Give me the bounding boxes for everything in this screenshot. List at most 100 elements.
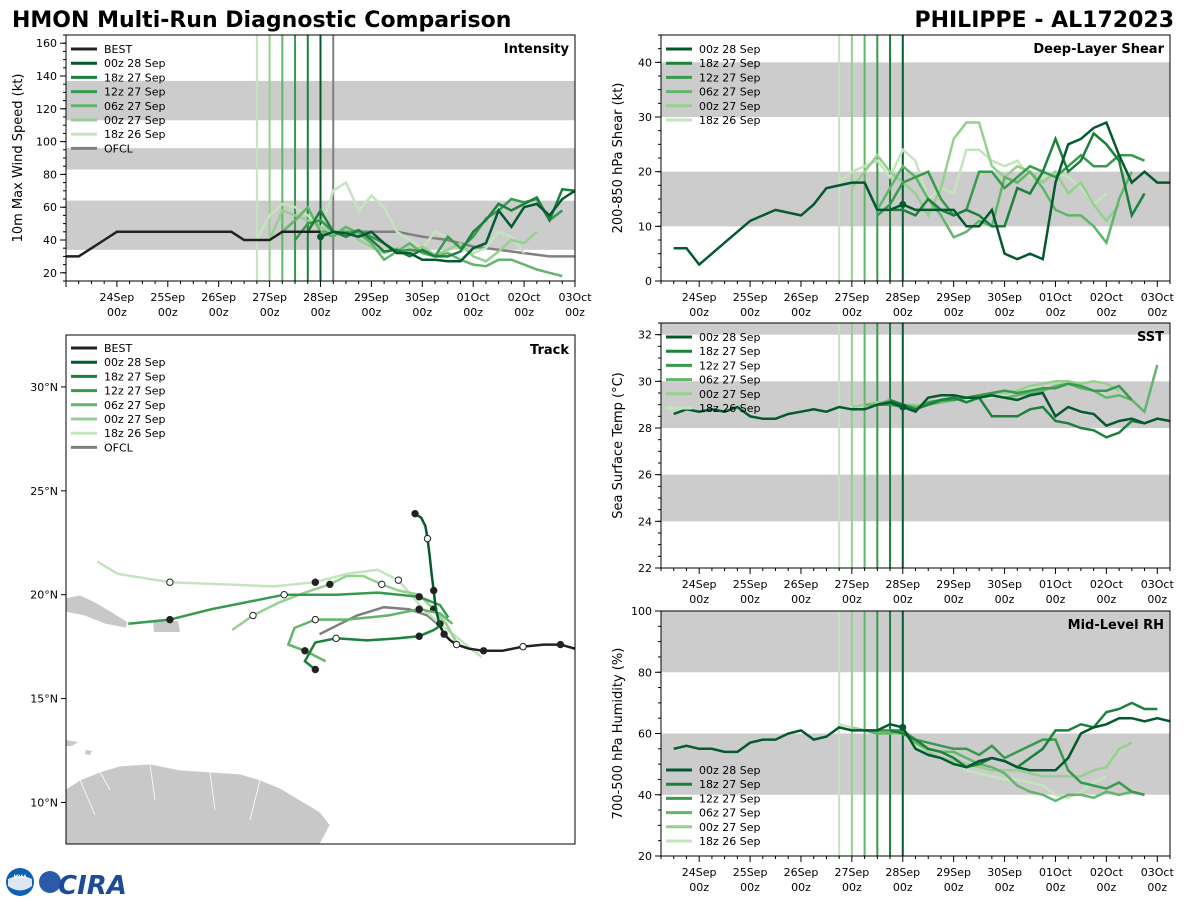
intensity-x-tick-label: 00z: [412, 306, 432, 319]
track-run-line-1: [303, 624, 441, 671]
sst-x-tick-label: 29Sep: [936, 578, 971, 591]
rh-title: Mid-Level RH: [1068, 618, 1164, 633]
intensity-y-tick-label: 160: [36, 37, 57, 50]
rh-x-tick-label: 00z: [740, 881, 760, 894]
sst-legend-label: 18z 27 Sep: [699, 345, 761, 358]
figure-title: HMON Multi-Run Diagnostic Comparison: [12, 8, 511, 33]
track-point: [280, 590, 288, 599]
islands-land: [66, 740, 92, 755]
rh-plot-area: [661, 611, 1170, 856]
rh-y-tick-label: 40: [638, 789, 652, 802]
intensity-x-tick-label: 30Sep: [405, 291, 440, 304]
track-title: Track: [530, 343, 569, 358]
cira-globe-icon: [39, 871, 61, 893]
shear-x-axis: 24Sep 00z 25Sep 00z 26Sep 00z 27Sep 00z 28Sep 00z…: [660, 281, 1174, 319]
intensity-run-line-5: [255, 180, 526, 255]
intensity-run-line-3: [281, 205, 563, 278]
track-point: [166, 578, 174, 586]
track-lat-label: 30°N: [30, 381, 58, 394]
shear-x-tick-label: 00z: [893, 306, 913, 319]
intensity-panel: 24Sep 00z 25Sep 00z 26Sep 00z 27Sep 00z 28Sep 00z…: [11, 34, 592, 319]
track-point: [415, 593, 423, 601]
track-point: [415, 632, 423, 640]
rh-x-axis: 24Sep 00z 25Sep 00z 26Sep 00z 27Sep 00z 28Sep 00z…: [660, 856, 1175, 894]
track-best-line: [438, 625, 575, 653]
intensity-legend-label: 06z 27 Sep: [104, 100, 166, 113]
rh-x-tick-label: 00z: [689, 881, 709, 894]
sst-y-tick-label: 28: [638, 422, 652, 435]
shear-y-axis: 0 10 20 30 40: [638, 34, 661, 288]
rh-x-tick-label: 26Sep: [784, 866, 819, 879]
intensity-x-tick-label: 00z: [565, 306, 585, 319]
track-legend-label: 18z 27 Sep: [104, 370, 166, 383]
shear-band-0: [661, 171, 1170, 227]
rh-run-line-1: [889, 701, 1158, 769]
shear-y-tick-label: 0: [645, 275, 652, 288]
intensity-x-tick-label: 00z: [514, 306, 534, 319]
sst-run-line-3: [864, 364, 1159, 415]
sst-legend-label: 12z 27 Sep: [699, 359, 761, 372]
shear-x-tick-label: 28Sep: [885, 291, 920, 304]
shear-x-tick-label: 00z: [1147, 306, 1167, 319]
intensity-y-tick-label: 80: [43, 168, 57, 181]
sst-x-tick-label: 27Sep: [835, 578, 870, 591]
track-best-point: [479, 647, 488, 655]
shear-x-tick-label: 27Sep: [835, 291, 870, 304]
rh-x-tick-label: 00z: [1046, 881, 1066, 894]
track-lat-label: 25°N: [30, 485, 58, 498]
intensity-y-tick-label: 120: [36, 103, 57, 116]
shear-x-tick-label: 02Oct: [1090, 291, 1124, 304]
sst-legend-label: 06z 27 Sep: [699, 374, 761, 387]
sst-x-tick-label: 26Sep: [784, 578, 819, 591]
track-point: [166, 615, 174, 624]
intensity-x-tick-label: 03Oct: [558, 291, 592, 304]
track-legend-label: 00z 28 Sep: [104, 356, 166, 369]
shear-run-line-0: [673, 120, 1170, 267]
sst-x-tick-label: 24Sep: [682, 578, 717, 591]
track-legend-label: 12z 27 Sep: [104, 385, 166, 398]
rh-x-tick-label: 00z: [1096, 881, 1116, 894]
shear-x-tick-label: 00z: [689, 306, 709, 319]
sst-x-tick-label: 28Sep: [885, 578, 920, 591]
intensity-legend-label: BEST: [104, 43, 132, 56]
track-lat-label: 15°N: [30, 693, 58, 706]
intensity-y-tick-label: 100: [36, 136, 57, 149]
intensity-x-tick-label: 00z: [311, 306, 331, 319]
shear-x-tick-label: 24Sep: [682, 291, 717, 304]
shear-x-tick-label: 29Sep: [936, 291, 971, 304]
sst-panel: 24Sep 00z 25Sep 00z 26Sep 00z 27Sep 00z 28Sep 00z…: [611, 322, 1174, 606]
sst-x-tick-label: 01Oct: [1039, 578, 1073, 591]
rh-x-tick-label: 03Oct: [1141, 866, 1175, 879]
shear-x-tick-label: 25Sep: [733, 291, 768, 304]
intensity-legend-label: OFCL: [104, 142, 134, 155]
intensity-x-tick-label: 29Sep: [354, 291, 389, 304]
storm-id: PHILIPPE - AL172023: [914, 8, 1174, 33]
intensity-legend-label: 18z 26 Sep: [104, 128, 166, 141]
rh-y-tick-label: 60: [638, 728, 652, 741]
track-point: [301, 647, 309, 655]
intensity-x-tick-label: 27Sep: [252, 291, 287, 304]
shear-x-tick-label: 00z: [740, 306, 760, 319]
shear-init-marker: [899, 200, 907, 208]
rh-x-tick-label: 00z: [944, 881, 964, 894]
intensity-x-tick-label: 01Oct: [457, 291, 491, 304]
sst-legend-label: 00z 28 Sep: [699, 331, 761, 344]
sst-run-line-1: [889, 396, 1145, 439]
rh-legend-label: 18z 26 Sep: [699, 835, 761, 848]
rh-x-tick-label: 00z: [791, 881, 811, 894]
sst-y-tick-label: 32: [638, 329, 652, 342]
sst-y-label: Sea Surface Temp (°C): [611, 372, 626, 519]
rh-legend-label: 06z 27 Sep: [699, 807, 761, 820]
rh-x-tick-label: 27Sep: [835, 866, 870, 879]
intensity-legend-label: 12z 27 Sep: [104, 86, 166, 99]
track-ofcl-line: [318, 605, 441, 636]
sst-y-tick-label: 22: [638, 562, 652, 575]
rh-panel: 24Sep 00z 25Sep 00z 26Sep 00z 27Sep 00z 28Sep 00z…: [611, 605, 1174, 894]
intensity-x-tick-label: 02Oct: [508, 291, 542, 304]
track-legend-label: 18z 26 Sep: [104, 427, 166, 440]
shear-run-line-5: [838, 147, 1108, 207]
track-run-line-2: [128, 591, 450, 626]
logo: NOAA CIRA: [6, 868, 127, 900]
